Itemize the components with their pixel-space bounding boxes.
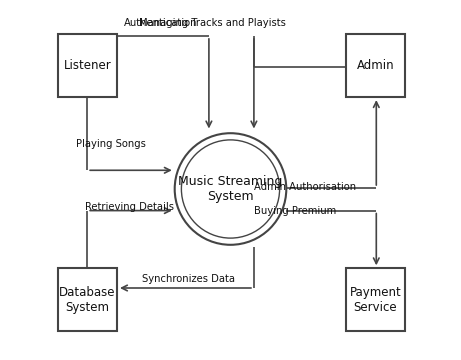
Text: Managing Tracks and Playists: Managing Tracks and Playists — [139, 18, 285, 28]
Bar — [346, 34, 405, 97]
Bar — [58, 34, 117, 97]
Text: Synchronizes Data: Synchronizes Data — [142, 274, 235, 284]
Text: Playing Songs: Playing Songs — [76, 139, 146, 149]
Text: Buying Premium: Buying Premium — [254, 206, 336, 216]
Text: Listener: Listener — [64, 59, 111, 72]
Bar — [346, 268, 405, 331]
Bar — [58, 268, 117, 331]
Text: Admin Authorisation: Admin Authorisation — [254, 182, 356, 192]
Text: Retrieving Details: Retrieving Details — [85, 202, 174, 212]
Text: Database
System: Database System — [59, 286, 116, 314]
Text: Authentication: Authentication — [124, 18, 198, 28]
Text: Music Streaming
System: Music Streaming System — [178, 175, 283, 203]
Text: Admin: Admin — [357, 59, 394, 72]
Text: Payment
Service: Payment Service — [349, 286, 401, 314]
